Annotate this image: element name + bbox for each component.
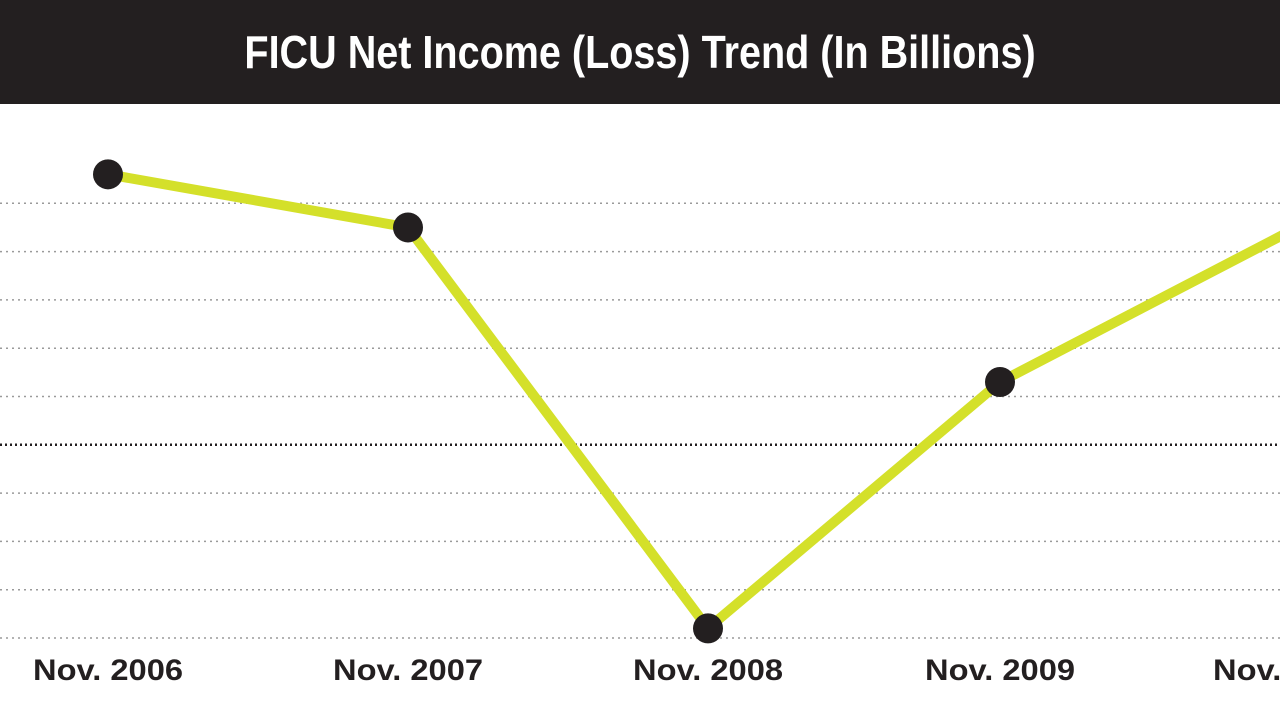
x-tick-label: Nov. 2006	[33, 654, 183, 687]
x-tick-label: Nov. 2010	[1213, 654, 1280, 687]
x-tick-labels: Nov. 2006 Nov. 2007 Nov. 2008 Nov. 2009 Nov.…	[33, 654, 1280, 687]
series-line	[103, 169, 1280, 634]
data-point	[93, 159, 123, 190]
series-line-group	[103, 169, 1280, 634]
chart-title-bar: FICU Net Income (Loss) Trend (In Billion…	[0, 0, 1280, 104]
chart-title: FICU Net Income (Loss) Trend (In Billion…	[244, 26, 1036, 78]
x-tick-label: Nov. 2008	[633, 654, 783, 687]
data-point	[393, 212, 423, 243]
x-tick-label: Nov. 2009	[925, 654, 1075, 687]
data-point	[985, 367, 1015, 398]
gridlines	[0, 202, 1280, 639]
data-point	[693, 613, 723, 644]
data-points	[93, 159, 1015, 644]
x-tick-label: Nov. 2007	[333, 654, 483, 687]
